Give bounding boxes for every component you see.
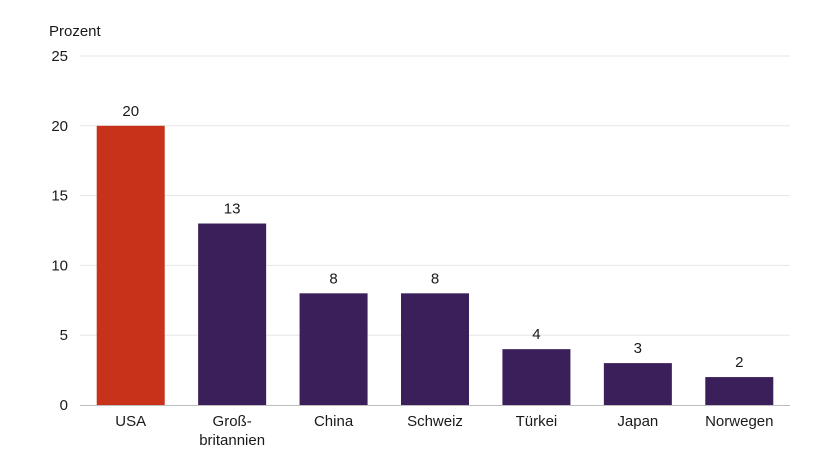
x-tick-label: China (314, 413, 354, 430)
data-label: 13 (224, 201, 241, 218)
bars (96, 125, 774, 406)
data-label: 8 (431, 270, 439, 287)
bar (705, 377, 774, 405)
x-tick-label: Groß- (213, 413, 252, 430)
data-labels: 20 13 8 8 4 3 2 (122, 103, 743, 371)
bar (96, 125, 165, 406)
bar (198, 223, 267, 405)
data-label: 8 (329, 270, 337, 287)
bar (502, 349, 571, 405)
data-label: 20 (122, 103, 139, 120)
x-tick-label: Türkei (516, 413, 558, 430)
y-axis-ticks: 0 5 10 15 20 25 (51, 48, 68, 414)
data-label: 4 (532, 326, 540, 343)
y-tick-label: 5 (60, 327, 68, 344)
x-axis-ticks: USA Groß-britannien China Schweiz Türkei Japa… (115, 413, 773, 449)
y-tick-label: 25 (51, 48, 68, 65)
x-tick-label: USA (115, 413, 146, 430)
x-tick-label: Japan (617, 413, 658, 430)
bar (603, 363, 672, 405)
y-tick-label: 20 (51, 118, 68, 135)
bar (401, 293, 469, 405)
y-axis-label: Prozent (49, 23, 102, 40)
x-tick-label: britannien (199, 432, 265, 449)
x-tick-label: Norwegen (705, 413, 773, 430)
y-tick-label: 10 (51, 257, 68, 274)
data-label: 3 (634, 340, 642, 357)
bar (299, 293, 368, 405)
x-tick-label: Schweiz (407, 413, 463, 430)
y-tick-label: 0 (60, 397, 68, 414)
data-label: 2 (735, 354, 743, 371)
y-tick-label: 15 (51, 188, 68, 205)
